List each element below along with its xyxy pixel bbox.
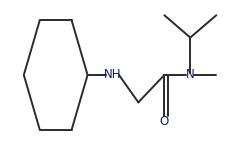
Text: NH: NH [104, 69, 121, 81]
Text: N: N [186, 69, 195, 81]
Text: O: O [160, 115, 169, 128]
